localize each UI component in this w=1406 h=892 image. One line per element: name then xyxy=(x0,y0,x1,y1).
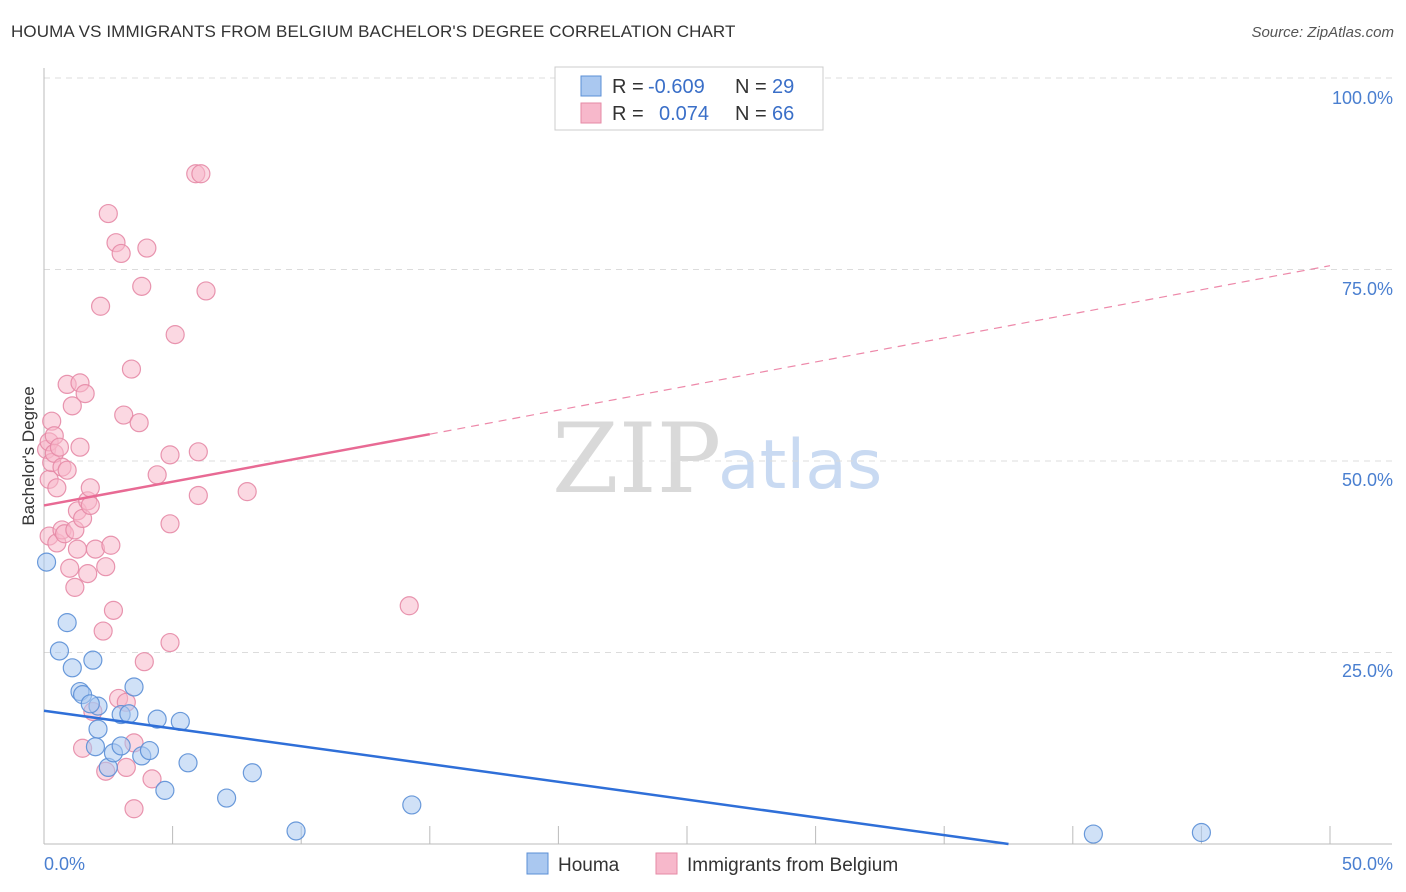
belgium-point-22 xyxy=(70,437,90,457)
series-legend-swatch-houma xyxy=(526,852,549,875)
belgium-point-43 xyxy=(114,405,134,425)
houma-point-9 xyxy=(85,737,106,757)
houma-point-6 xyxy=(83,650,103,670)
legend-r-value-belgium: 0.074 xyxy=(659,103,709,125)
belgium-point-62 xyxy=(191,164,211,184)
series-legend-swatch-belgium xyxy=(655,852,678,875)
belgium-point-33 xyxy=(90,296,111,316)
belgium-point-64 xyxy=(237,482,257,502)
houma-point-1 xyxy=(49,641,70,661)
belgium-point-42 xyxy=(111,243,131,264)
series-legend-label-houma: Houma xyxy=(558,855,620,876)
belgium-trend-line xyxy=(43,432,431,507)
houma-point-23 xyxy=(217,788,237,808)
series-legend-label-belgium: Immigrants from Belgium xyxy=(687,855,898,876)
houma-point-24 xyxy=(242,763,262,783)
legend-swatch-belgium xyxy=(580,102,602,124)
series-legend: Houma Immigrants from Belgium xyxy=(526,852,898,876)
legend-n-value-houma: 29 xyxy=(772,76,794,98)
houma-point-18 xyxy=(139,740,160,761)
houma-point-25 xyxy=(286,821,306,841)
belgium-point-60 xyxy=(188,485,208,506)
houma-point-28 xyxy=(1191,822,1212,843)
belgium-point-55 xyxy=(160,445,180,465)
legend-r-label-houma: R = xyxy=(612,76,644,98)
belgium-point-35 xyxy=(96,557,116,577)
belgium-point-29 xyxy=(80,478,100,498)
legend-r-value-houma: -0.609 xyxy=(648,76,705,98)
legend-r-label-belgium: R = xyxy=(612,103,644,125)
houma-point-13 xyxy=(111,736,131,756)
watermark-zip: ZIP xyxy=(552,403,721,515)
belgium-point-54 xyxy=(147,465,167,485)
houma-point-16 xyxy=(124,677,144,697)
belgium-point-28 xyxy=(78,564,98,584)
belgium-point-26 xyxy=(75,383,95,404)
belgium-point-34 xyxy=(93,621,113,641)
houma-point-0 xyxy=(36,552,57,572)
legend-n-label-houma: N = xyxy=(735,76,767,98)
belgium-point-51 xyxy=(134,652,154,672)
y-axis-label: Bachelor's Degree xyxy=(19,386,38,525)
correlation-legend: R = -0.609 N = 29 R = 0.074 N = 66 xyxy=(554,66,824,131)
belgium-point-16 xyxy=(60,558,80,578)
x-tick-label-min: 0.0% xyxy=(44,854,85,874)
y-tick-labels: 100.0% 75.0% 50.0% 25.0% xyxy=(1332,88,1393,681)
houma-point-8 xyxy=(80,694,100,714)
houma-point-19 xyxy=(147,709,167,729)
legend-swatch-houma xyxy=(580,75,602,97)
belgium-point-46 xyxy=(121,359,142,379)
houma-point-10 xyxy=(88,719,108,739)
belgium-point-58 xyxy=(165,325,185,345)
chart-source: Source: ZipAtlas.com xyxy=(1251,24,1394,41)
belgium-point-61 xyxy=(188,442,208,462)
belgium-point-50 xyxy=(132,276,152,296)
legend-n-value-belgium: 66 xyxy=(772,103,794,125)
belgium-point-15 xyxy=(57,460,77,480)
houma-point-15 xyxy=(119,704,139,724)
belgium-trend-line-extended xyxy=(429,265,1331,435)
y-tick-label-100: 100.0% xyxy=(1332,88,1393,108)
belgium-point-63 xyxy=(196,281,216,301)
watermark: ZIP atlas xyxy=(552,403,882,515)
belgium-point-19 xyxy=(65,577,85,597)
belgium-point-56 xyxy=(160,514,180,534)
gridlines xyxy=(44,77,1392,653)
x-axis-ticks xyxy=(172,826,1331,844)
belgium-point-20 xyxy=(67,539,88,559)
y-tick-label-75: 75.0% xyxy=(1342,279,1393,299)
houma-point-26 xyxy=(402,795,422,815)
y-tick-label-25: 25.0% xyxy=(1342,661,1393,681)
houma-point-3 xyxy=(62,658,82,678)
watermark-atlas: atlas xyxy=(718,426,882,505)
belgium-point-44 xyxy=(116,757,136,778)
belgium-point-17 xyxy=(62,396,82,416)
belgium-point-39 xyxy=(103,600,124,620)
houma-trend-line xyxy=(43,709,1009,846)
houma-points xyxy=(36,552,1212,844)
legend-n-label-belgium: N = xyxy=(735,103,767,125)
belgium-point-8 xyxy=(47,478,67,498)
houma-point-2 xyxy=(57,613,77,633)
belgium-point-49 xyxy=(129,413,149,433)
belgium-point-65 xyxy=(399,596,419,616)
belgium-point-52 xyxy=(137,238,157,258)
belgium-point-38 xyxy=(101,535,121,555)
x-tick-label-max: 50.0% xyxy=(1342,854,1393,874)
houma-point-22 xyxy=(178,753,198,773)
belgium-point-47 xyxy=(124,799,144,819)
immigrants-belgium-points xyxy=(36,164,419,819)
belgium-point-37 xyxy=(98,203,118,224)
houma-point-27 xyxy=(1083,824,1103,844)
belgium-point-57 xyxy=(160,632,180,653)
trend-lines xyxy=(43,265,1331,846)
belgium-point-10 xyxy=(49,437,70,457)
chart-title: HOUMA VS IMMIGRANTS FROM BELGIUM BACHELO… xyxy=(11,22,736,41)
houma-point-20 xyxy=(155,780,175,800)
y-tick-label-50: 50.0% xyxy=(1342,470,1393,490)
belgium-point-53 xyxy=(142,769,162,789)
